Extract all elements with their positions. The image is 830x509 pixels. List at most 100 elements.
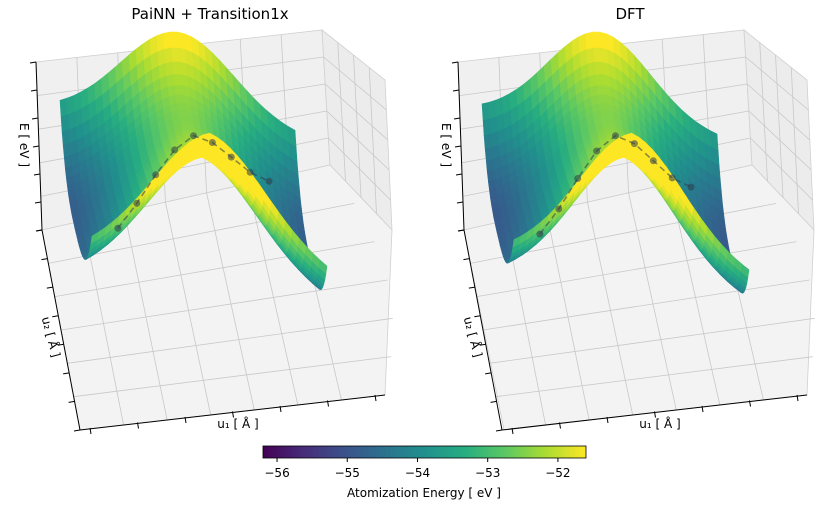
x-axis-tick [184,416,187,424]
reaction-path-point [133,199,141,207]
z-axis-tick [30,89,38,92]
x-axis-tick [796,394,799,402]
x-axis-tick [701,405,704,413]
y-axis-line [41,229,81,431]
x-axis-tick [511,427,514,435]
colorbar-gradient [262,445,587,459]
surface-patch [485,159,495,173]
y-axis-tick [463,258,470,261]
colorbar-ticks: −56 −55 −54 −53 −52 [264,458,571,480]
reaction-path-point [574,175,582,182]
z-axis-tick [452,89,460,92]
reaction-path-point [246,168,254,176]
z-axis-label-painn: E [ eV ] [17,123,31,167]
y-axis-tick [457,229,465,232]
z-axis-tick [456,201,464,204]
surface-patch [593,47,602,63]
surface-patch [599,110,609,118]
y-axis-tick [490,400,497,403]
x-axis-label-dft: u₁ [ Å ] [639,416,680,431]
x-axis-label-painn: u₁ [ Å ] [217,416,258,431]
z-axis-tick [454,145,462,148]
subplot-painn: PaiNN + Transition1x E [ eV ] u₂ [ Å ] u… [17,5,393,435]
z-axis-tick [453,117,461,120]
y-axis-tick [52,315,59,318]
x-axis-tick [374,394,377,402]
surface-patch [318,259,328,275]
x-axis-tick [232,411,234,418]
surface-patch [490,131,500,148]
reaction-path-point [265,177,273,185]
reaction-path-painn [114,132,273,232]
subplot-dft: DFT E [ eV ] u₂ [ Å ] u₁ [ Å ] [439,5,815,435]
y-axis-line [463,229,503,431]
reaction-path-point [593,147,601,155]
surface-patch [482,118,492,136]
energy-surface-dft [481,31,750,294]
z-axis-label-dft: E [ eV ] [439,123,453,167]
x-axis-tick [559,422,561,429]
z-axis-tick [455,173,463,176]
surface-patch [156,32,166,53]
y-axis-tick [35,229,43,232]
y-axis-tick [63,372,70,375]
x-axis-tick [606,416,609,424]
surface-patch [174,85,184,96]
surface-patch [171,47,180,63]
x-axis-tick [137,422,139,429]
x-axis-tick [89,427,92,435]
reaction-path-point [612,132,619,140]
y-axis-tick [73,429,81,432]
reaction-path-point [649,157,657,165]
z-axis-tick [32,145,40,148]
x-axis-tick [749,400,751,407]
reaction-path-point [114,224,122,232]
y-axis-tick [41,258,48,261]
surface-patch [167,85,177,98]
y-axis-tick [468,286,475,289]
colorbar-tick-label: −56 [264,466,289,480]
reaction-path-point [190,132,197,140]
surface-patch [164,47,174,64]
reaction-path-point [555,205,563,213]
colorbar-tick-label: −53 [475,466,500,480]
reaction-path-point [152,171,160,179]
reaction-path-point [536,230,544,238]
surface-patch [177,110,187,118]
subplot-title-dft: DFT [615,5,645,23]
z-axis-tick [31,117,39,120]
reaction-path-point [208,139,216,146]
y-axis-tick [57,343,64,346]
colorbar-tick-label: −55 [335,466,360,480]
surface-patch [596,85,606,96]
x-axis-tick [327,400,329,407]
colorbar-label: Atomization Energy [ eV ] [347,486,501,500]
reaction-path-point [687,183,695,191]
y-axis-tick [68,400,75,403]
y-axis-tick [474,315,481,318]
colorbar: −56 −55 −54 −53 −52 Atomization Energy [ eV … [262,445,587,500]
reaction-path-point [668,174,676,182]
reaction-path-dft [536,132,695,238]
surface-patch [60,114,70,133]
y-axis-tick [495,429,503,432]
subplot-title-painn: PaiNN + Transition1x [131,5,288,23]
y-axis-tick [46,286,53,289]
surface-patch [586,47,596,65]
z-axis-tick [451,61,459,64]
y-axis-tick [485,372,492,375]
y-axis-tick [479,343,486,346]
z-axis-tick [29,61,37,64]
axis-ticks-painn [29,61,386,435]
reaction-path-point [227,153,235,161]
colorbar-tick-label: −54 [405,466,430,480]
z-axis-tick [33,173,41,176]
surface-patch [740,263,750,278]
x-axis-tick [654,411,656,418]
reaction-path-point [171,146,179,154]
colorbar-tick-label: −52 [545,466,570,480]
reaction-path-point [630,140,638,148]
z-axis-tick [34,201,42,204]
x-axis-tick [279,405,282,413]
axis-ticks-dft [451,61,808,435]
